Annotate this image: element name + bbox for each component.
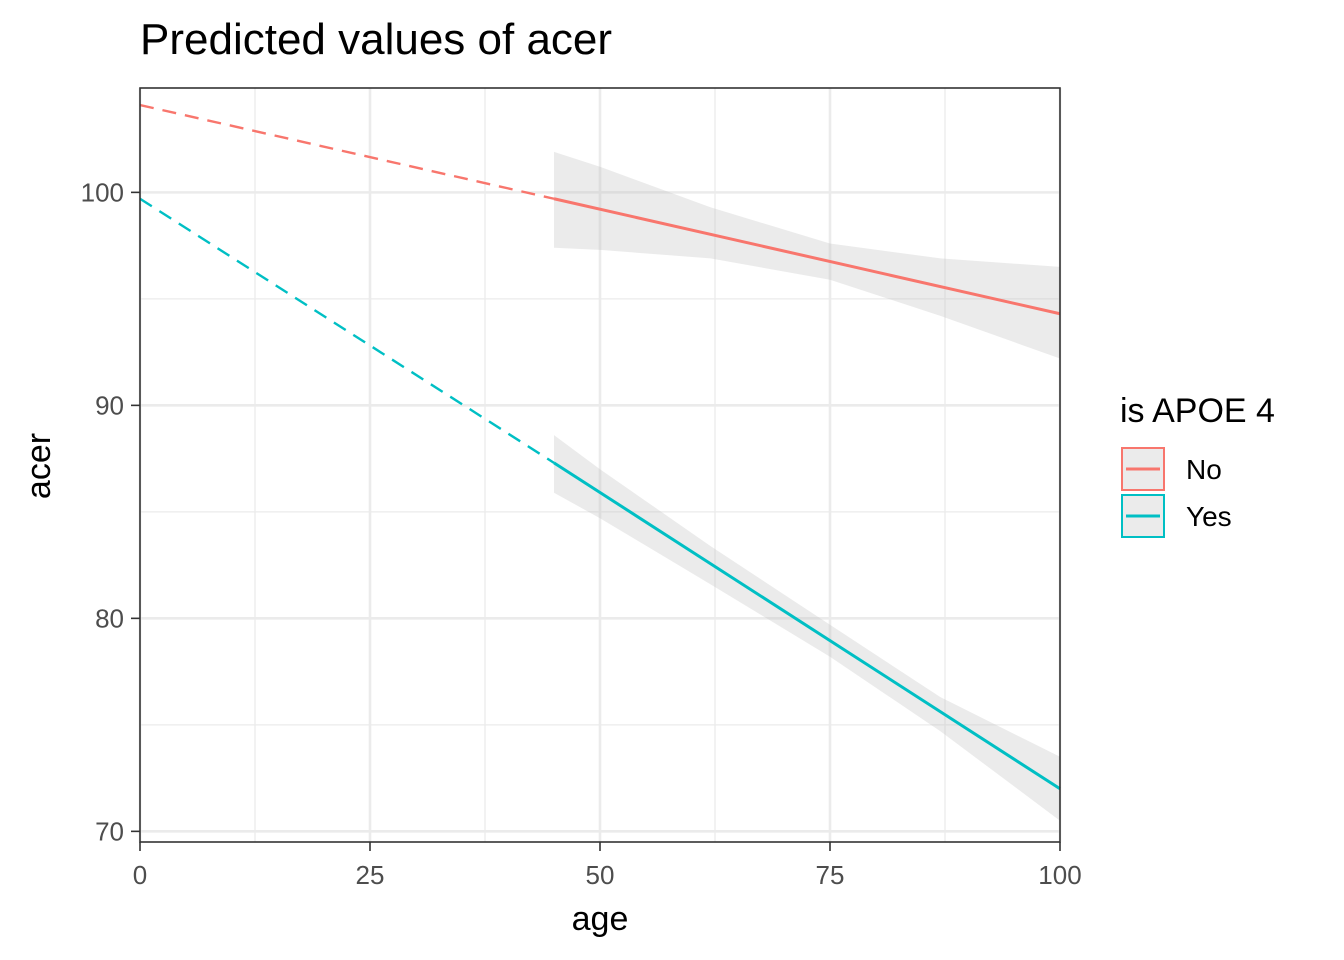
x-tick-label: 25 bbox=[356, 860, 385, 890]
x-tick-label: 100 bbox=[1038, 860, 1081, 890]
x-tick-label: 50 bbox=[586, 860, 615, 890]
ci-ribbon-yes bbox=[554, 435, 1060, 821]
x-axis-ticks: 0 25 50 75 100 bbox=[133, 842, 1082, 890]
extrapolated-line-no bbox=[139, 103, 555, 200]
legend-title: is APOE 4 bbox=[1120, 392, 1275, 430]
y-tick-label: 90 bbox=[95, 390, 124, 420]
y-tick-label: 70 bbox=[95, 816, 124, 846]
y-tick-label: 80 bbox=[95, 603, 124, 633]
fitted-line-no bbox=[553, 197, 1061, 316]
legend-label-no: No bbox=[1186, 454, 1222, 485]
y-axis-title: acer bbox=[20, 433, 58, 499]
legend: is APOE 4 No Yes bbox=[1120, 392, 1275, 538]
x-tick-label: 75 bbox=[816, 860, 845, 890]
extrapolated-line-yes bbox=[139, 197, 555, 464]
y-axis-ticks: 70 80 90 100 bbox=[81, 177, 140, 846]
chart-title: Predicted values of acer bbox=[140, 15, 612, 64]
x-axis-title: age bbox=[572, 900, 629, 938]
x-tick-label: 0 bbox=[133, 860, 147, 890]
fitted-line-yes bbox=[553, 461, 1061, 791]
prediction-lines bbox=[139, 103, 1061, 791]
y-tick-label: 100 bbox=[81, 177, 124, 207]
legend-label-yes: Yes bbox=[1186, 501, 1232, 532]
